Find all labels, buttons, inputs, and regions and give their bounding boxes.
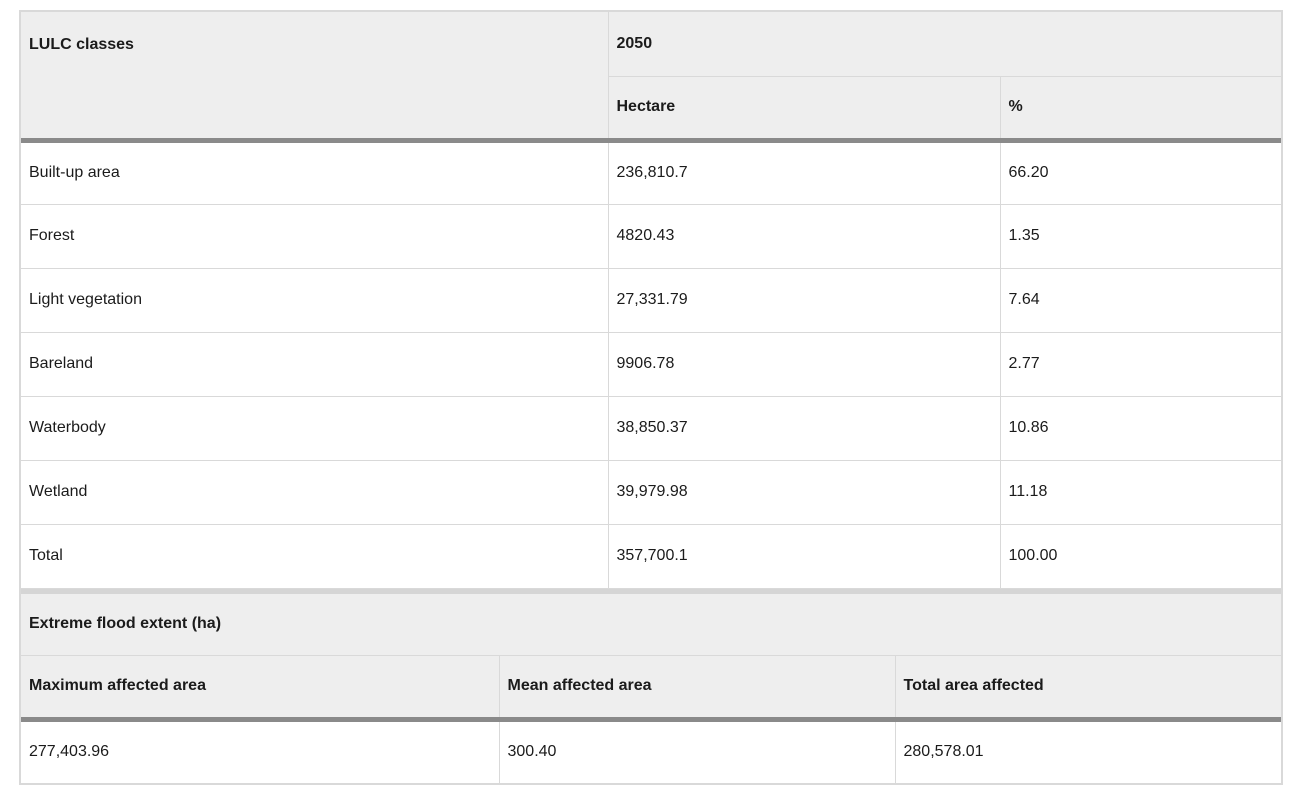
flood-header-row: Maximum affected area Mean affected area…	[21, 655, 1281, 722]
lulc-classes-header: LULC classes	[21, 12, 609, 143]
percent-value: 66.20	[1000, 140, 1281, 205]
hectare-value: 357,700.1	[608, 524, 1001, 589]
hectare-value: 9906.78	[608, 332, 1001, 397]
class-label: Total	[21, 524, 609, 589]
flood-extent-table: Extreme flood extent (ha) Maximum affect…	[21, 588, 1281, 783]
table-row: Wetland 39,979.98 11.18	[21, 460, 1281, 525]
table-row-total: Total 357,700.1 100.00	[21, 524, 1281, 589]
hectare-value: 27,331.79	[608, 268, 1001, 333]
header-row-2: Hectare %	[21, 76, 1281, 143]
hectare-value: 4820.43	[608, 204, 1001, 269]
percent-value: 2.77	[1000, 332, 1281, 397]
max-affected-header: Maximum affected area	[21, 655, 500, 722]
table-row: Forest 4820.43 1.35	[21, 204, 1281, 269]
mean-affected-value: 300.40	[499, 719, 896, 783]
table-row: 277,403.96 300.40 280,578.01	[21, 719, 1281, 783]
class-label: Built-up area	[21, 140, 609, 205]
header-row-1: LULC classes 2050	[21, 12, 1281, 143]
hectare-value: 39,979.98	[608, 460, 1001, 525]
flood-extent-title: Extreme flood extent (ha)	[21, 588, 1281, 656]
table-row: Bareland 9906.78 2.77	[21, 332, 1281, 397]
lulc-table: LULC classes 2050 Hectare % Built-up are…	[21, 12, 1281, 589]
table-row: Waterbody 38,850.37 10.86	[21, 396, 1281, 461]
percent-header: %	[1000, 76, 1281, 143]
class-label: Wetland	[21, 460, 609, 525]
percent-value: 1.35	[1000, 204, 1281, 269]
max-affected-value: 277,403.96	[21, 719, 500, 783]
lulc-flood-table: LULC classes 2050 Hectare % Built-up are…	[19, 10, 1283, 785]
percent-value: 11.18	[1000, 460, 1281, 525]
percent-value: 7.64	[1000, 268, 1281, 333]
total-affected-value: 280,578.01	[903, 743, 984, 761]
mean-affected-header: Mean affected area	[499, 655, 896, 722]
hectare-value: 38,850.37	[608, 396, 1001, 461]
flood-title-row: Extreme flood extent (ha)	[21, 588, 1281, 656]
year-header: 2050	[608, 12, 1281, 77]
table-row: Built-up area 236,810.7 66.20	[21, 140, 1281, 205]
class-label: Bareland	[21, 332, 609, 397]
class-label: Light vegetation	[21, 268, 609, 333]
total-affected-header: Total area affected	[895, 655, 1281, 722]
class-label: Forest	[21, 204, 609, 269]
hectare-value: 236,810.7	[608, 140, 1001, 205]
percent-value: 100.00	[1000, 524, 1281, 589]
class-label: Waterbody	[21, 396, 609, 461]
table-row: Light vegetation 27,331.79 7.64	[21, 268, 1281, 333]
percent-value: 10.86	[1000, 396, 1281, 461]
hectare-header: Hectare	[608, 76, 1001, 143]
